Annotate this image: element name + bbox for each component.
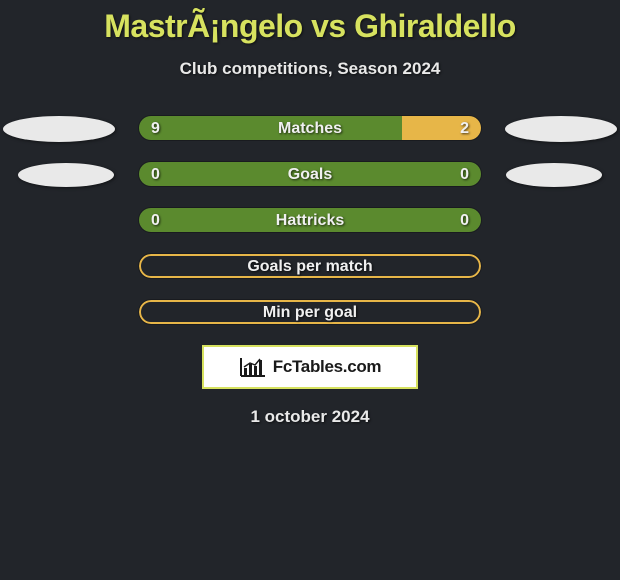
bar-outline bbox=[139, 300, 481, 324]
stats-rows: Matches92 Goals00 Hattricks00 Goals per mat… bbox=[0, 115, 620, 327]
bar-outline bbox=[139, 254, 481, 278]
bar-left bbox=[139, 162, 481, 186]
stat-row: Hattricks00 bbox=[0, 207, 620, 235]
date-label: 1 october 2024 bbox=[0, 407, 620, 427]
player-ellipse-left bbox=[18, 163, 114, 187]
bar-track bbox=[138, 207, 482, 233]
page-title: MastrÃ¡ngelo vs Ghiraldello bbox=[0, 8, 620, 45]
player-ellipse-right bbox=[506, 163, 602, 187]
bar-left bbox=[139, 116, 402, 140]
stat-row: Goals00 bbox=[0, 161, 620, 189]
bar-right bbox=[402, 116, 481, 140]
bar-track bbox=[138, 253, 482, 279]
logo-text: FcTables.com bbox=[273, 357, 382, 377]
logo-box: FcTables.com bbox=[202, 345, 418, 389]
infographic-container: MastrÃ¡ngelo vs Ghiraldello Club competi… bbox=[0, 0, 620, 427]
player-ellipse-right bbox=[505, 116, 617, 142]
bar-track bbox=[138, 299, 482, 325]
stat-row: Matches92 bbox=[0, 115, 620, 143]
stat-row: Goals per match bbox=[0, 253, 620, 281]
logo-inner: FcTables.com bbox=[239, 356, 382, 378]
bar-track bbox=[138, 115, 482, 141]
player-ellipse-left bbox=[3, 116, 115, 142]
bar-left bbox=[139, 208, 481, 232]
subtitle: Club competitions, Season 2024 bbox=[0, 59, 620, 79]
stat-row: Min per goal bbox=[0, 299, 620, 327]
bar-track bbox=[138, 161, 482, 187]
barchart-icon bbox=[239, 356, 267, 378]
